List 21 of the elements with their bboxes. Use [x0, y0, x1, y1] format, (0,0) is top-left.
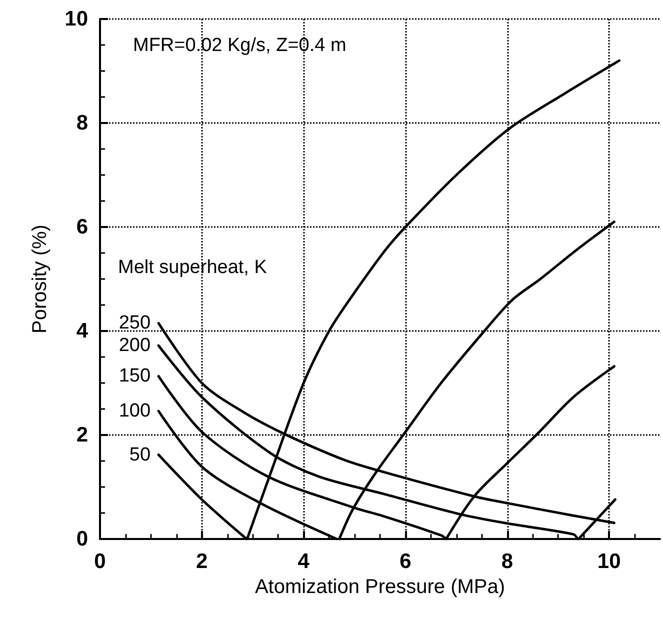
- x-tick-label: 0: [94, 550, 106, 573]
- x-axis-title: Atomization Pressure (MPa): [254, 576, 506, 598]
- series-label: 200: [118, 335, 151, 356]
- x-tick-label: 8: [501, 550, 514, 573]
- y-tick-label: 8: [76, 112, 88, 134]
- series-label: 250: [118, 312, 151, 334]
- y-tick-label: 0: [76, 528, 88, 550]
- annotation: MFR=0.02 Kg/s, Z=0.4 m: [133, 35, 346, 56]
- x-tick-label: 6: [400, 550, 412, 573]
- series-label: 100: [118, 400, 151, 422]
- x-tick-label: 10: [597, 550, 621, 573]
- x-tick-label: 4: [298, 550, 310, 573]
- y-tick-label: 10: [64, 8, 88, 30]
- y-tick-label: 2: [76, 424, 88, 446]
- y-tick-label: 6: [76, 216, 88, 238]
- series-label: 50: [129, 444, 151, 466]
- y-axis-title: Porosity (%): [29, 224, 51, 334]
- legend-title: Melt superheat, K: [118, 257, 268, 278]
- x-tick-label: 2: [196, 550, 208, 573]
- series-label: 150: [118, 366, 151, 387]
- y-tick-label: 4: [76, 320, 88, 342]
